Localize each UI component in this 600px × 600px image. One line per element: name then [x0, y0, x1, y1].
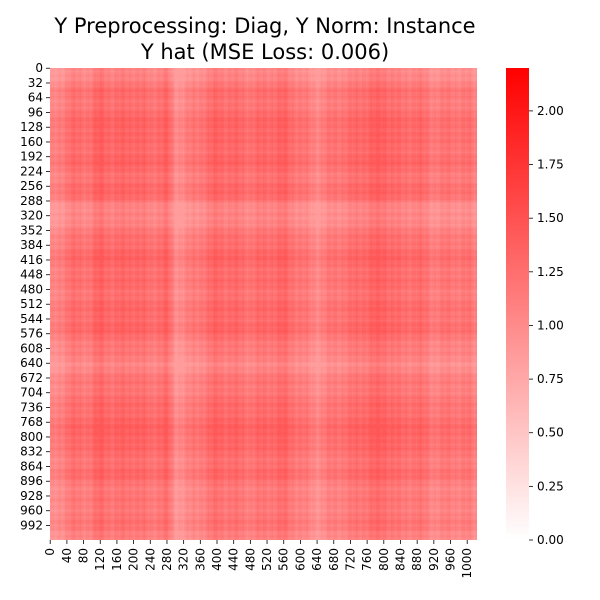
x-tick-label: 1000 [460, 548, 474, 579]
y-tick-label: 992 [20, 518, 43, 532]
y-tick-label: 384 [20, 238, 43, 252]
y-tick-label: 448 [20, 268, 43, 282]
y-tick-label: 576 [20, 327, 43, 341]
chart-title-line-2: Y hat (MSE Loss: 0.006) [140, 40, 389, 64]
y-axis: 0326496128160192224256288320352384416448… [20, 61, 50, 532]
colorbar-tick-label: 0.00 [537, 533, 564, 547]
x-tick-label: 0 [43, 548, 57, 556]
y-tick-label: 224 [20, 164, 43, 178]
y-tick-label: 960 [20, 504, 43, 518]
x-tick-label: 960 [444, 548, 458, 571]
x-tick-label: 40 [60, 548, 74, 563]
x-tick-label: 840 [393, 548, 407, 571]
colorbar-tick-label: 1.25 [537, 265, 564, 279]
colorbar-axis: 0.00 0.25 0.50 0.75 1.00 1.25 1.50 1.75 2.00 [529, 104, 564, 547]
x-tick-label: 200 [127, 548, 141, 571]
y-tick-label: 640 [20, 356, 43, 370]
colorbar-tick-label: 0.75 [537, 372, 564, 386]
x-tick-label: 440 [227, 548, 241, 571]
colorbar-tick-label: 2.00 [537, 104, 564, 118]
y-tick-label: 768 [20, 415, 43, 429]
y-tick-label: 96 [28, 105, 43, 119]
x-tick-label: 320 [177, 548, 191, 571]
x-tick-label: 720 [343, 548, 357, 571]
y-tick-label: 256 [20, 179, 43, 193]
colorbar-tick-label: 1.00 [537, 318, 564, 332]
y-tick-label: 352 [20, 223, 43, 237]
colorbar-tick-label: 0.50 [537, 426, 564, 440]
y-tick-label: 192 [20, 150, 43, 164]
y-tick-label: 320 [20, 209, 43, 223]
x-tick-label: 800 [377, 548, 391, 571]
x-tick-label: 560 [277, 548, 291, 571]
x-tick-label: 240 [143, 548, 157, 571]
x-tick-label: 120 [93, 548, 107, 571]
y-tick-label: 608 [20, 341, 43, 355]
colorbar-tick-label: 1.75 [537, 158, 564, 172]
colorbar-tick-label: 1.50 [537, 211, 564, 225]
y-tick-label: 544 [20, 312, 43, 326]
y-tick-label: 800 [20, 430, 43, 444]
colorbar-tick-label: 0.25 [537, 479, 564, 493]
y-tick-label: 672 [20, 371, 43, 385]
x-tick-label: 280 [160, 548, 174, 571]
x-tick-label: 760 [360, 548, 374, 571]
y-tick-label: 160 [20, 135, 43, 149]
y-tick-label: 480 [20, 282, 43, 296]
x-axis: 0 40 80 120 160 200 240 280 320 360 400 440 480 520 56… [43, 540, 474, 579]
y-tick-label: 288 [20, 194, 43, 208]
y-tick-label: 864 [20, 459, 43, 473]
x-tick-label: 520 [260, 548, 274, 571]
x-tick-label: 160 [110, 548, 124, 571]
y-tick-label: 896 [20, 474, 43, 488]
x-tick-label: 400 [210, 548, 224, 571]
x-tick-label: 80 [77, 548, 91, 563]
y-tick-label: 0 [35, 61, 43, 75]
y-tick-label: 128 [20, 120, 43, 134]
x-tick-label: 680 [327, 548, 341, 571]
y-tick-label: 832 [20, 445, 43, 459]
x-tick-label: 600 [293, 548, 307, 571]
y-tick-label: 64 [28, 91, 43, 105]
x-tick-label: 360 [193, 548, 207, 571]
y-tick-label: 928 [20, 489, 43, 503]
colorbar [506, 68, 529, 540]
y-tick-label: 512 [20, 297, 43, 311]
y-tick-label: 416 [20, 253, 43, 267]
chart-title-line-1: Y Preprocessing: Diag, Y Norm: Instance [53, 14, 475, 38]
y-tick-label: 32 [28, 76, 43, 90]
x-tick-label: 920 [427, 548, 441, 571]
x-tick-label: 640 [310, 548, 324, 571]
heatmap-canvas [50, 68, 477, 540]
y-tick-label: 736 [20, 400, 43, 414]
x-tick-label: 480 [243, 548, 257, 571]
y-tick-label: 704 [20, 386, 43, 400]
heatmap-area [50, 68, 477, 540]
x-tick-label: 880 [410, 548, 424, 571]
